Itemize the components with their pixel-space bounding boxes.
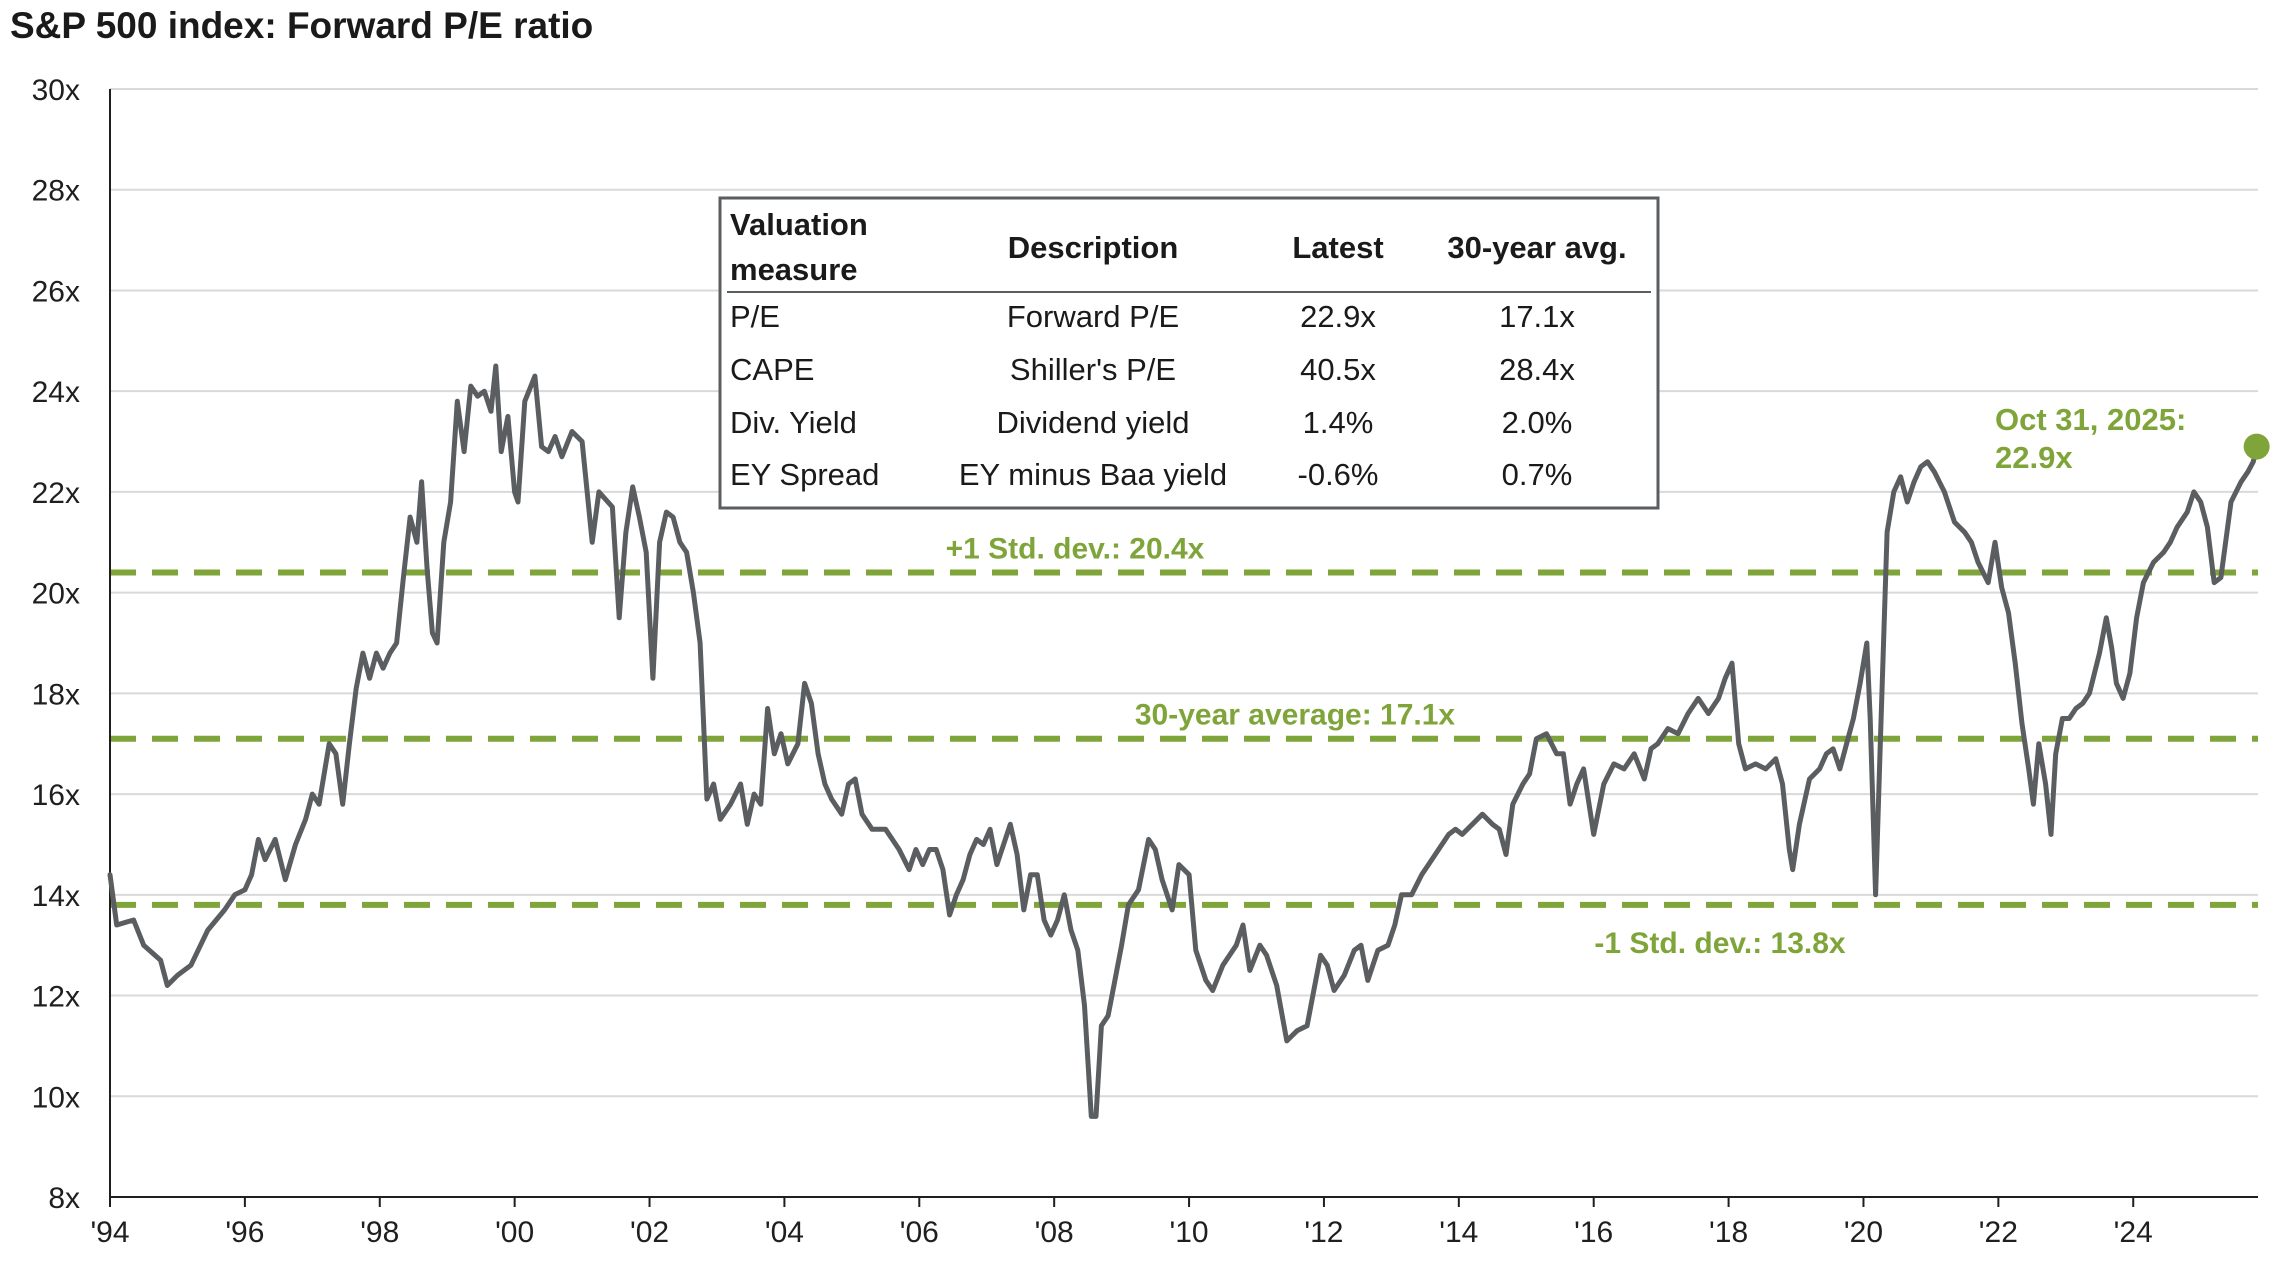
x-tick-label: '06 xyxy=(900,1216,939,1249)
table-header-avg: 30-year avg. xyxy=(1447,230,1626,265)
x-tick-label: '02 xyxy=(630,1216,669,1249)
x-tick-label: '10 xyxy=(1170,1216,1209,1249)
table-cell: 17.1x xyxy=(1499,299,1575,334)
valuation-table: Valuation measure Description Latest 30-year… xyxy=(718,196,1660,510)
series-lines xyxy=(107,363,2260,1119)
x-tick-label: '24 xyxy=(2114,1216,2153,1249)
y-tick-label: 24x xyxy=(32,376,80,409)
y-tick-label: 14x xyxy=(32,880,80,913)
table-cell: EY Spread xyxy=(730,457,879,492)
x-tick-label: '96 xyxy=(225,1216,264,1249)
table-cell: EY minus Baa yield xyxy=(959,457,1227,492)
x-tick-label: '98 xyxy=(360,1216,399,1249)
x-tick-label: '00 xyxy=(495,1216,534,1249)
table-cell: 0.7% xyxy=(1502,457,1573,492)
table-header-valuation: Valuation xyxy=(730,207,868,242)
table-cell: P/E xyxy=(730,299,780,334)
table-border xyxy=(718,196,1660,510)
table-cell: Dividend yield xyxy=(997,405,1190,440)
x-tick-label: '16 xyxy=(1574,1216,1613,1249)
table-header-measure: measure xyxy=(730,252,858,287)
table-cell: 22.9x xyxy=(1300,299,1376,334)
table-cell: Forward P/E xyxy=(1007,299,1179,334)
y-tick-label: 28x xyxy=(32,175,80,208)
reference-line-label: 30-year average: 17.1x xyxy=(1135,699,1456,732)
y-tick-label: 10x xyxy=(32,1081,80,1114)
x-tick-label: '04 xyxy=(765,1216,804,1249)
table-cell: 1.4% xyxy=(1303,405,1374,440)
y-tick-label: 12x xyxy=(32,981,80,1014)
reference-labels: +1 Std. dev.: 20.4x 30-year average: 17.1… xyxy=(946,532,1846,959)
y-tick-label: 20x xyxy=(32,578,80,611)
x-tick-label: '12 xyxy=(1304,1216,1343,1249)
endpoint-marker xyxy=(2243,433,2270,460)
endpoint-marker-group: Oct 31, 2025:22.9x xyxy=(1995,402,2270,475)
table-cell: CAPE xyxy=(730,352,814,387)
y-tick-label: 26x xyxy=(32,275,80,308)
series-line xyxy=(107,363,2260,1119)
endpoint-label-date: Oct 31, 2025: xyxy=(1995,402,2186,437)
table-cell: Shiller's P/E xyxy=(1010,352,1176,387)
y-tick-label: 8x xyxy=(48,1182,80,1215)
endpoint-label-value: 22.9x xyxy=(1995,440,2073,475)
table-cell: 28.4x xyxy=(1499,352,1575,387)
x-tick-label: '94 xyxy=(90,1216,129,1249)
y-tick-label: 22x xyxy=(32,477,80,510)
x-tick-label: '14 xyxy=(1439,1216,1478,1249)
table-cell: Div. Yield xyxy=(730,405,857,440)
y-tick-label: 16x xyxy=(32,779,80,812)
table-header-description: Description xyxy=(1008,230,1179,265)
reference-lines xyxy=(110,569,2258,908)
reference-line-label: +1 Std. dev.: 20.4x xyxy=(946,532,1205,565)
reference-line-label: -1 Std. dev.: 13.8x xyxy=(1594,927,1846,960)
table-header-latest: Latest xyxy=(1292,230,1383,265)
chart-title: S&P 500 index: Forward P/E ratio xyxy=(10,5,593,46)
y-tick-label: 30x xyxy=(32,74,80,107)
x-tick-label: '18 xyxy=(1709,1216,1748,1249)
x-tick-label: '20 xyxy=(1844,1216,1883,1249)
y-tick-label: 18x xyxy=(32,678,80,711)
x-tick-label: '08 xyxy=(1035,1216,1074,1249)
x-tick-label: '22 xyxy=(1979,1216,2018,1249)
table-cell: 40.5x xyxy=(1300,352,1376,387)
axes: 8x 10x 12x 14x 16x 18x 20x 22x 24x 26x 28x 30x '94 '9… xyxy=(32,74,2258,1249)
table-cell: -0.6% xyxy=(1298,457,1379,492)
table-cell: 2.0% xyxy=(1502,405,1573,440)
